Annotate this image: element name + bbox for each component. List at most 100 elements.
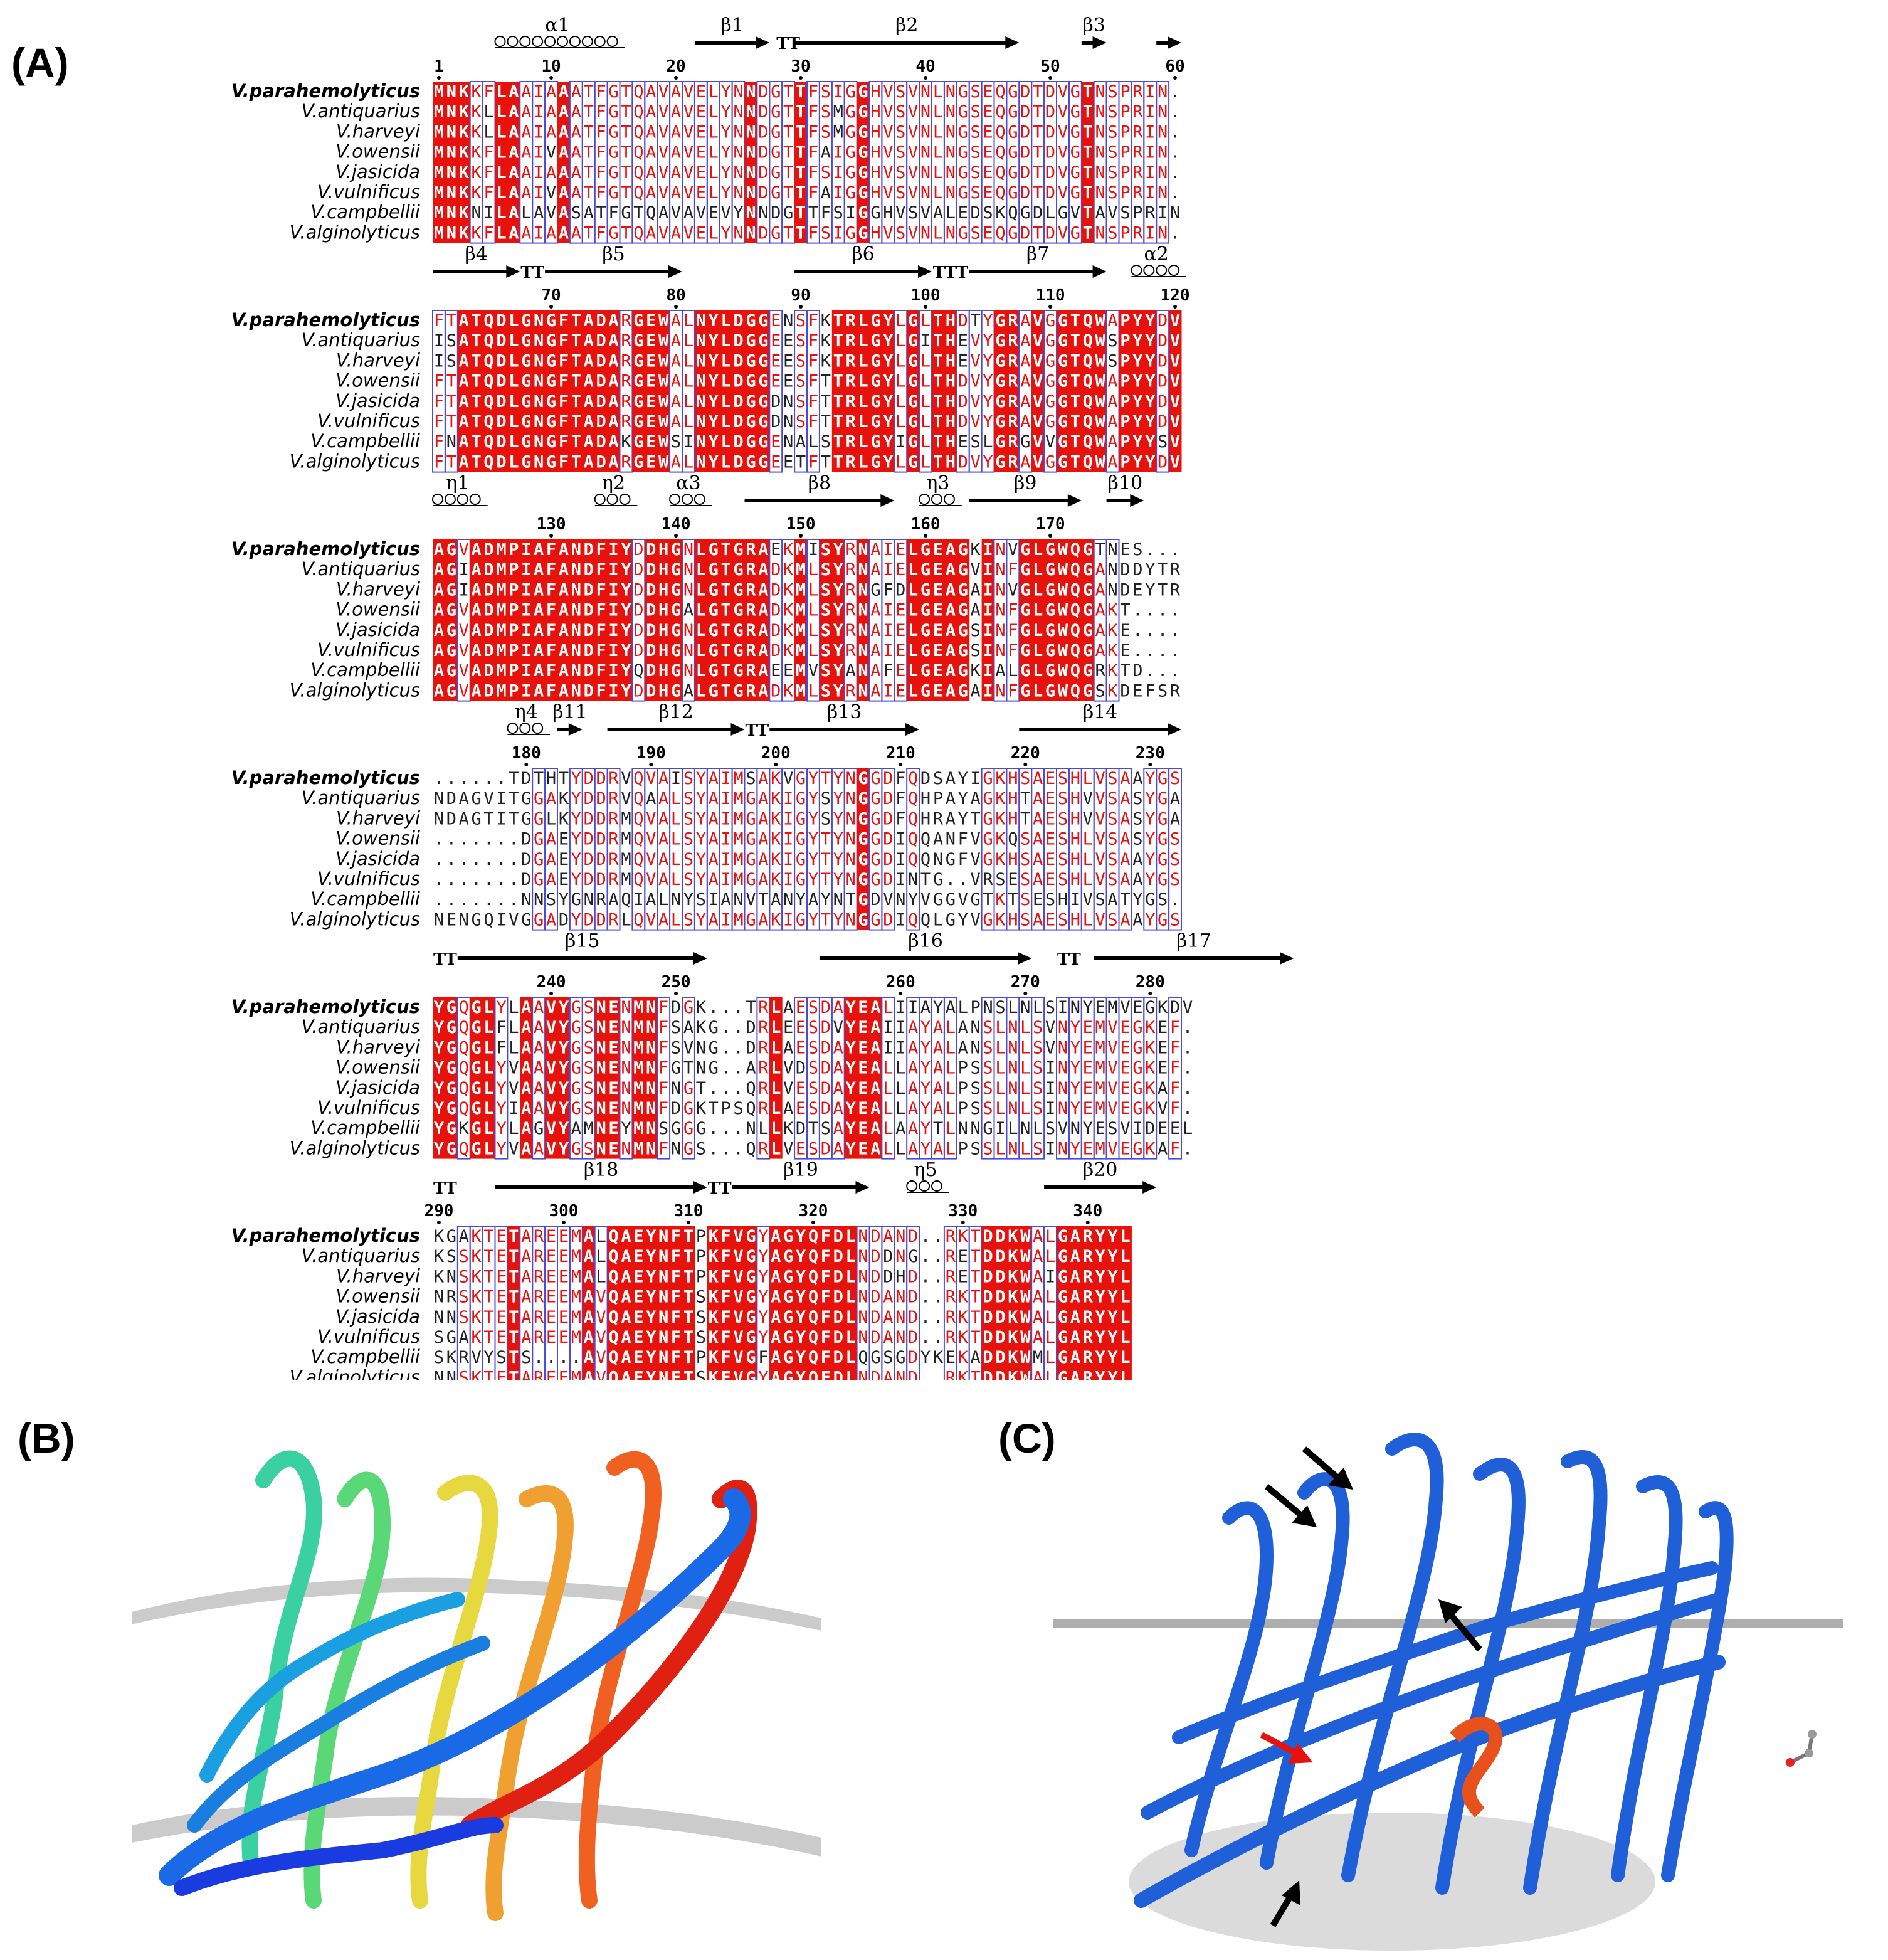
ruler-dot [1085,1221,1090,1224]
residue: V [483,789,493,808]
residue: R [621,311,631,331]
residue: D [633,641,643,660]
residue: G [733,601,743,620]
residue: Y [483,1348,493,1367]
residue: R [933,809,944,829]
similar-box [881,997,895,1160]
residue: R [1132,183,1143,203]
residue: V [546,1139,556,1158]
residue: G [746,870,756,889]
residue: Q [995,122,1005,142]
residue: G [633,351,643,371]
residue: A [946,789,956,808]
residue: D [596,311,606,331]
conserved-column [569,310,583,472]
residue: G [758,432,768,452]
species-label: V.owensii [335,370,420,391]
residue: G [472,1059,482,1078]
residue: A [870,681,880,701]
residue: G [1008,143,1018,162]
residue: G [709,661,719,681]
ruler-number: 60 [1165,57,1184,76]
residue: G [546,331,556,351]
residue: A [509,223,519,243]
residue: K [821,331,831,351]
residue: L [895,412,905,432]
residue: D [821,1079,831,1098]
residue: F [808,122,818,142]
ss-helix-coil [557,36,568,47]
residue: G [758,412,768,432]
residue: D [446,789,456,808]
residue: L [1120,1368,1130,1380]
residue: G [709,621,719,640]
residue: A [559,102,569,122]
residue: T [821,452,831,472]
residue: I [534,82,544,102]
residue: D [958,372,968,391]
residue: S [584,1099,594,1118]
residue: D [1020,183,1030,203]
residue: S [671,1018,681,1037]
ss-label: β15 [565,930,600,952]
residue: S [971,1099,981,1118]
residue: G [870,1348,880,1367]
residue: T [571,392,581,411]
residue: M [733,830,743,849]
residue: H [1070,870,1080,889]
residue: N [658,1308,668,1327]
residue: Y [721,223,731,243]
residue: A [1095,621,1105,640]
residue: S [1120,203,1130,223]
residue: T [971,1368,981,1380]
species-label: V.harveyi [336,807,420,829]
residue: Q [633,870,643,889]
residue: . [1170,122,1180,142]
residue: N [733,102,743,122]
residue: L [721,392,731,411]
residue: G [1083,641,1093,660]
residue: I [608,601,618,620]
conserved-column [757,310,770,472]
species-label: V.antiquarius [302,100,420,122]
residue: N [1070,998,1080,1017]
residue: I [509,1099,519,1118]
residue: I [608,661,618,681]
residue: T [721,540,731,559]
residue: D [908,1328,918,1347]
residue: H [1058,890,1068,909]
conserved-column [757,539,770,701]
residue: Y [1107,1247,1118,1266]
residue: . [483,850,493,869]
residue: G [571,1038,581,1057]
residue: T [1083,183,1093,203]
residue: L [933,910,943,930]
residue: G [746,850,756,869]
residue: L [933,143,943,162]
residue: W [1095,311,1106,331]
residue: A [584,203,594,223]
residue: I [434,331,444,351]
residue: Y [621,661,631,681]
residue: D [870,1288,880,1307]
residue: L [920,432,931,452]
residue: R [621,452,631,472]
residue: N [758,203,768,223]
residue: A [584,1288,594,1307]
residue: S [1033,1099,1043,1118]
residue: F [821,1308,831,1327]
similar-box [906,768,920,931]
residue: G [1070,163,1080,183]
residue: L [1020,1079,1030,1098]
residue: N [1158,163,1168,183]
residue: P [509,661,519,681]
residue: A [1020,372,1030,391]
residue: A [584,412,594,432]
residue: D [496,372,506,391]
residue: S [658,1119,668,1138]
conserved-column [1068,310,1082,472]
residue: Q [633,143,643,162]
residue: D [646,601,656,620]
residue: A [658,203,668,223]
residue: S [971,143,981,162]
